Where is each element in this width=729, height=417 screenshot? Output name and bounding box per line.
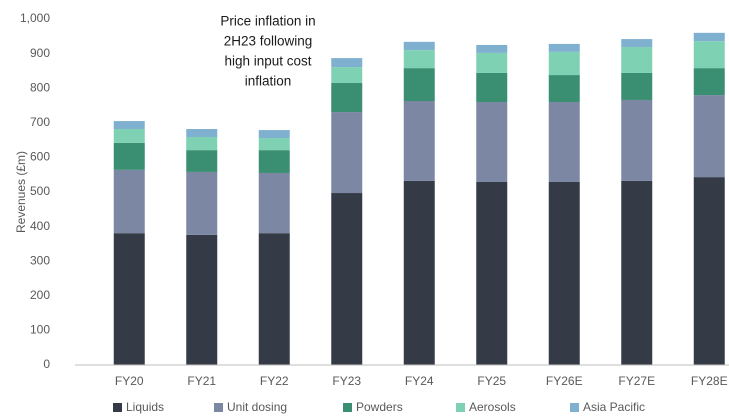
bar-segment: [331, 112, 363, 194]
bar-segment: [693, 41, 725, 69]
annotation: inflation: [245, 74, 292, 89]
bar-segment: [186, 136, 218, 151]
bar-segment: [403, 101, 435, 181]
legend-swatch: [214, 403, 223, 412]
bar-segment: [403, 68, 435, 102]
annotation: Price inflation in: [220, 14, 315, 29]
bar-segment: [258, 233, 290, 365]
legend-label: Unit dosing: [227, 400, 287, 414]
x-tick-label: FY26E: [546, 374, 583, 388]
bar-segment: [186, 234, 218, 365]
bar-segment: [186, 129, 218, 137]
legend-label: Asia Pacific: [583, 400, 645, 414]
legend-label: Liquids: [126, 400, 164, 414]
bar-segment: [113, 169, 145, 234]
x-tick-label: FY21: [187, 374, 216, 388]
bar-segment: [403, 180, 435, 365]
y-tick-label: 500: [30, 184, 50, 198]
bar-segment: [186, 171, 218, 235]
bar-segment: [621, 39, 653, 48]
bar-segment: [548, 51, 580, 76]
y-tick-label: 900: [30, 46, 50, 60]
bar-segment: [621, 180, 653, 365]
bar-segment: [113, 129, 145, 143]
x-tick-label: FY22: [260, 374, 289, 388]
x-tick-label: FY23: [332, 374, 361, 388]
bar-segment: [476, 44, 508, 53]
bar-segment: [693, 32, 725, 42]
bar-segment: [331, 193, 363, 365]
annotation: 2H23 following: [224, 34, 313, 49]
x-tick-label: FY27E: [618, 374, 655, 388]
bar-segment: [331, 67, 363, 84]
x-tick-label: FY28E: [691, 374, 728, 388]
bar-segment: [548, 43, 580, 52]
y-tick-label: 0: [43, 357, 50, 371]
bar-segment: [548, 181, 580, 365]
bar-segment: [403, 41, 435, 51]
x-tick-label: FY25: [477, 374, 506, 388]
bar-segment: [113, 233, 145, 365]
legend-label: Powders: [356, 400, 403, 414]
x-tick-label: FY20: [115, 374, 144, 388]
bar-segment: [548, 75, 580, 103]
bar-segment: [186, 150, 218, 172]
legend-swatch: [570, 403, 579, 412]
bar-segment: [621, 72, 653, 100]
bar-segment: [403, 50, 435, 69]
bar-segment: [621, 47, 653, 73]
bar-segment: [693, 95, 725, 178]
bar-segment: [331, 83, 363, 113]
legend-swatch: [113, 403, 122, 412]
bar-segment: [113, 142, 145, 170]
bar-segment: [693, 177, 725, 365]
bar-segment: [621, 99, 653, 181]
y-tick-label: 700: [30, 115, 50, 129]
x-tick-label: FY24: [405, 374, 434, 388]
legend-swatch: [456, 403, 465, 412]
y-axis-label: Revenues (£m): [14, 151, 28, 233]
y-tick-label: 100: [30, 323, 50, 337]
y-tick-label: 400: [30, 219, 50, 233]
y-tick-label: 1,000: [20, 11, 50, 25]
bar-segment: [113, 121, 145, 130]
bar-segment: [331, 58, 363, 68]
bar-segment: [476, 72, 508, 103]
y-tick-label: 300: [30, 253, 50, 267]
bar-segment: [476, 52, 508, 73]
bar-segment: [476, 181, 508, 365]
bar-segment: [258, 138, 290, 151]
y-tick-label: 800: [30, 80, 50, 94]
annotation: high input cost: [224, 54, 311, 69]
legend-swatch: [343, 403, 352, 412]
bar-segment: [693, 68, 725, 96]
bar-segment: [476, 102, 508, 182]
bar-segment: [258, 130, 290, 139]
bar-segment: [548, 102, 580, 182]
bar-segment: [258, 150, 290, 173]
bar-segment: [258, 172, 290, 234]
y-tick-label: 200: [30, 288, 50, 302]
legend-label: Aerosols: [469, 400, 516, 414]
y-tick-label: 600: [30, 150, 50, 164]
